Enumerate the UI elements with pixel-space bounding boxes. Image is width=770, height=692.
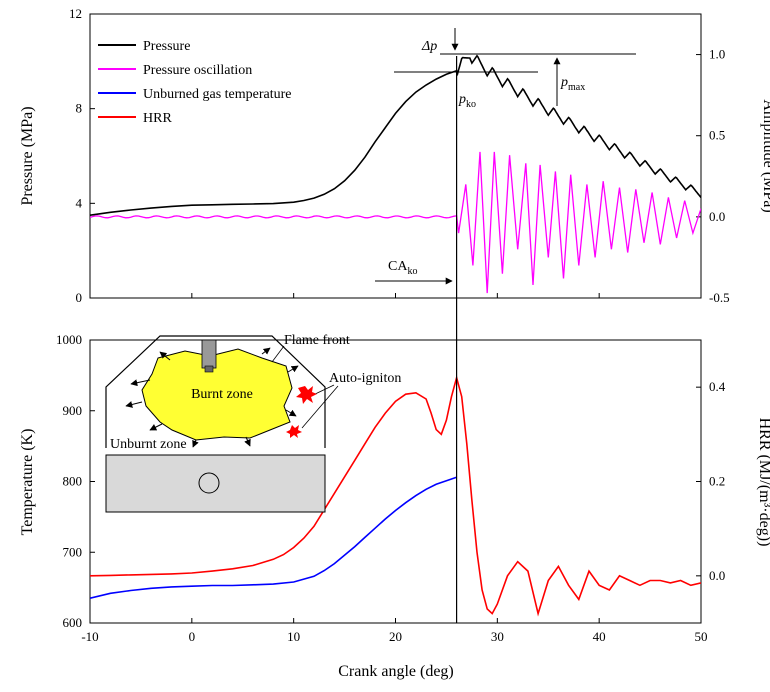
top-right-ticks: -0.5 0.0 0.5 1.0	[696, 47, 730, 305]
top-plot-frame	[89, 13, 702, 299]
bottom-x-ticks: -10 0 10 20 30 40 50	[81, 618, 708, 644]
ca-ko-label: CAko	[388, 259, 417, 277]
x-tick-label: 30	[491, 629, 504, 644]
temperature-tick-label: 900	[63, 403, 83, 418]
flame-front-arrow	[261, 347, 271, 355]
legend-item-hrr: HRR	[98, 111, 172, 126]
temperature-tick-label: 600	[63, 615, 83, 630]
bottom-right-ticks: 0.0 0.2 0.4	[696, 379, 726, 583]
pressure-series-line	[90, 54, 701, 216]
unburned-gas-temperature-series-line	[90, 476, 457, 599]
temperature-tick-label: 1000	[56, 332, 82, 347]
flame-front-arrow	[244, 436, 251, 447]
legend-label-hrr: HRR	[143, 111, 172, 126]
hrr-tick-label: 0.0	[709, 568, 725, 583]
hrr-tick-label: 0.2	[709, 474, 725, 489]
combustion-chamber-inset: Burnt zone Unburnt zone Flame front Auto…	[105, 333, 401, 513]
knock-annotations: Δp pmax pko CAko	[375, 28, 636, 285]
burnt-zone-label: Burnt zone	[191, 387, 253, 402]
flame-front-arrow	[192, 439, 199, 448]
flame-front-label: Flame front	[284, 333, 350, 348]
amplitude-tick-label: -0.5	[709, 290, 730, 305]
top-panel: 0 4 8 12 -0.5 0.0 0.5 1.0 Pressure (MPa) Ampli…	[19, 6, 770, 305]
x-tick-label: 40	[593, 629, 606, 644]
pmax-label: pmax	[560, 75, 585, 93]
temperature-axis-label: Temperature (K)	[19, 429, 36, 536]
hrr-series-line	[90, 374, 701, 617]
pressure-tick-label: 8	[76, 101, 83, 116]
x-tick-label: 0	[189, 629, 196, 644]
crank-angle-axis-label: Crank angle (deg)	[338, 663, 454, 680]
flame-front-arrow	[159, 351, 171, 361]
flame-front-leader	[271, 345, 285, 363]
legend: Pressure Pressure oscillation Unburned g…	[98, 39, 292, 126]
spark-plug	[201, 339, 217, 369]
bottom-left-ticks: 600 700 800 900 1000	[56, 332, 95, 630]
x-tick-label: 20	[389, 629, 402, 644]
burnt-zone-shape	[141, 348, 293, 441]
pressure-axis-label: Pressure (MPa)	[19, 106, 36, 205]
piston-pin	[198, 472, 220, 494]
auto-ignition-leader-2	[301, 385, 339, 429]
auto-ignition-label: Auto-igniton	[329, 371, 401, 386]
chamber-outline	[105, 335, 326, 448]
pressure-oscillation-series-line	[90, 151, 701, 294]
spark-plug-tip	[204, 365, 214, 373]
legend-item-pressure: Pressure	[98, 39, 190, 54]
auto-ignition-spot-2	[286, 425, 302, 438]
hrr-axis-label: HRR (MJ/(m³·deg))	[756, 418, 770, 547]
top-left-ticks: 0 4 8 12	[69, 6, 95, 305]
legend-label-unburned-gas-temperature: Unburned gas temperature	[143, 87, 292, 102]
bottom-panel: 600 700 800 900 1000 0.0 0.2 0.4 -10 0 10 20 30 40 5…	[19, 332, 770, 680]
flame-front-arrow	[287, 365, 299, 373]
legend-label-pressure-oscillation: Pressure oscillation	[143, 63, 252, 78]
legend-item-pressure-oscillation: Pressure oscillation	[98, 63, 252, 78]
temperature-tick-label: 800	[63, 474, 83, 489]
amplitude-tick-label: 0.5	[709, 128, 725, 143]
temperature-tick-label: 700	[63, 544, 83, 559]
top-x-ticks	[89, 293, 702, 298]
x-tick-label: 10	[287, 629, 300, 644]
flame-front-arrow	[130, 379, 151, 387]
legend-item-unburned-gas-temperature: Unburned gas temperature	[98, 87, 292, 102]
piston	[105, 454, 326, 513]
flame-front-arrow	[285, 409, 297, 417]
unburnt-zone-label: Unburnt zone	[110, 437, 187, 452]
auto-ignition-spot-1	[296, 386, 317, 404]
amplitude-axis-label: Amplitude (MPa)	[760, 99, 770, 212]
amplitude-tick-label: 1.0	[709, 47, 725, 62]
hrr-tick-label: 0.4	[709, 379, 726, 394]
pressure-tick-label: 12	[69, 6, 82, 21]
pressure-tick-label: 0	[76, 290, 83, 305]
x-tick-label: 50	[695, 629, 708, 644]
flame-front-arrow	[125, 401, 143, 408]
pko-label: pko	[458, 92, 476, 110]
x-tick-label: -10	[81, 629, 98, 644]
delta-p-label: Δp	[421, 39, 437, 54]
flame-propagation-arrows	[125, 347, 299, 448]
pressure-tick-label: 4	[76, 195, 83, 210]
flame-front-arrow	[149, 423, 163, 431]
amplitude-tick-label: 0.0	[709, 209, 725, 224]
legend-label-pressure: Pressure	[143, 39, 190, 54]
